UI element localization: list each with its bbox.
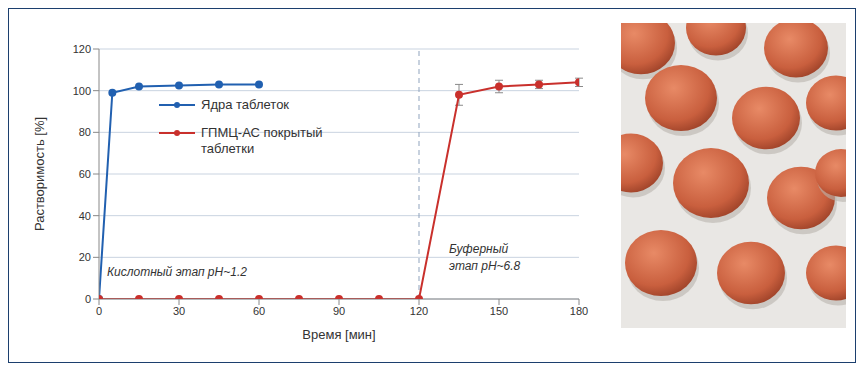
svg-text:80: 80 xyxy=(79,126,91,138)
svg-text:20: 20 xyxy=(79,251,91,263)
svg-text:30: 30 xyxy=(173,305,185,317)
svg-text:180: 180 xyxy=(570,305,588,317)
html-text:ГПМЦ-АС покрытый таблетки: ГПМЦ-АС покрытый таблетки xyxy=(201,125,323,156)
svg-text:Время [мин]: Время [мин] xyxy=(302,327,375,342)
html-text:Буферный этап pH~6.8: Буферный этап pH~6.8 xyxy=(449,242,521,273)
html-text:Ядра таблеток: Ядра таблеток xyxy=(201,97,290,112)
svg-text:0: 0 xyxy=(96,305,102,317)
svg-text:150: 150 xyxy=(490,305,508,317)
html-text:Кислотный этап pH~1.2: Кислотный этап pH~1.2 xyxy=(107,265,247,279)
svg-text:120: 120 xyxy=(73,43,91,55)
svg-text:100: 100 xyxy=(73,85,91,97)
svg-text:90: 90 xyxy=(333,305,345,317)
svg-text:120: 120 xyxy=(410,305,428,317)
svg-text:40: 40 xyxy=(79,210,91,222)
svg-text:0: 0 xyxy=(85,293,91,305)
svg-text:Растворимость [%]: Растворимость [%] xyxy=(32,117,47,231)
svg-text:60: 60 xyxy=(253,305,265,317)
svg-text:60: 60 xyxy=(79,168,91,180)
